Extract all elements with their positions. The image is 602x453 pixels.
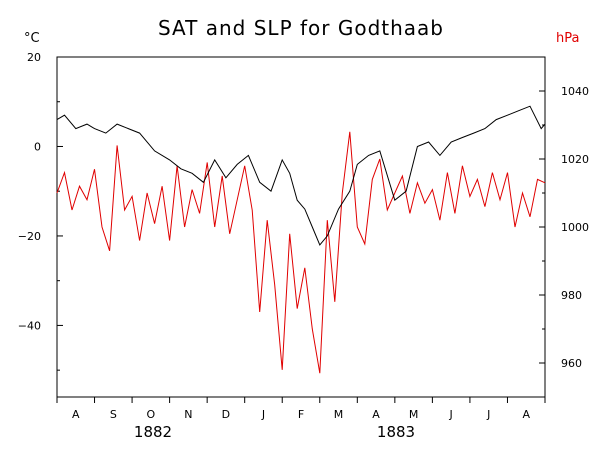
right-axis-tick-label: 960 [561,357,582,370]
x-axis-month-label: J [261,408,265,421]
plot-frame [56,56,546,398]
chart-title: SAT and SLP for Godthaab [158,16,444,40]
x-axis-month-label: A [72,408,80,421]
slp-series-line [56,131,546,374]
right-axis: 1040 1020 1000 980 960 [539,56,589,398]
x-axis-month-label: F [298,408,304,421]
x-axis-month-label: A [372,408,380,421]
x-axis-month-label: S [110,408,117,421]
left-axis-unit: °C [24,31,40,46]
x-axis-month-label: M [334,408,344,421]
year-label-1883: 1883 [377,423,415,441]
x-axis-month-label: J [449,408,453,421]
left-axis-tick-label: 0 [34,140,41,153]
x-axis-month-label: J [486,408,490,421]
right-axis-tick-label: 980 [561,289,582,302]
sat-series-line [56,105,546,246]
right-axis-tick-label: 1000 [561,221,589,234]
right-axis-tick-label: 1040 [561,85,589,98]
x-axis-month-label: N [184,408,192,421]
x-axis-month-label: O [147,408,156,421]
left-axis: 20 0 −20 −40 [18,51,63,371]
left-axis-tick-label: −20 [18,230,41,243]
right-axis-tick-label: 1020 [561,153,589,166]
year-label-1882: 1882 [134,423,172,441]
right-axis-unit: hPa [556,31,579,46]
left-axis-tick-label: 20 [27,51,41,64]
x-axis-month-label: M [409,408,419,421]
left-axis-tick-label: −40 [18,319,41,332]
x-axis-month-label: D [222,408,230,421]
x-axis-month-label: A [522,408,530,421]
